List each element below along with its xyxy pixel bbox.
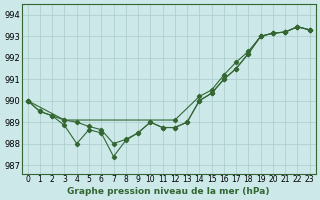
X-axis label: Graphe pression niveau de la mer (hPa): Graphe pression niveau de la mer (hPa) <box>68 187 270 196</box>
